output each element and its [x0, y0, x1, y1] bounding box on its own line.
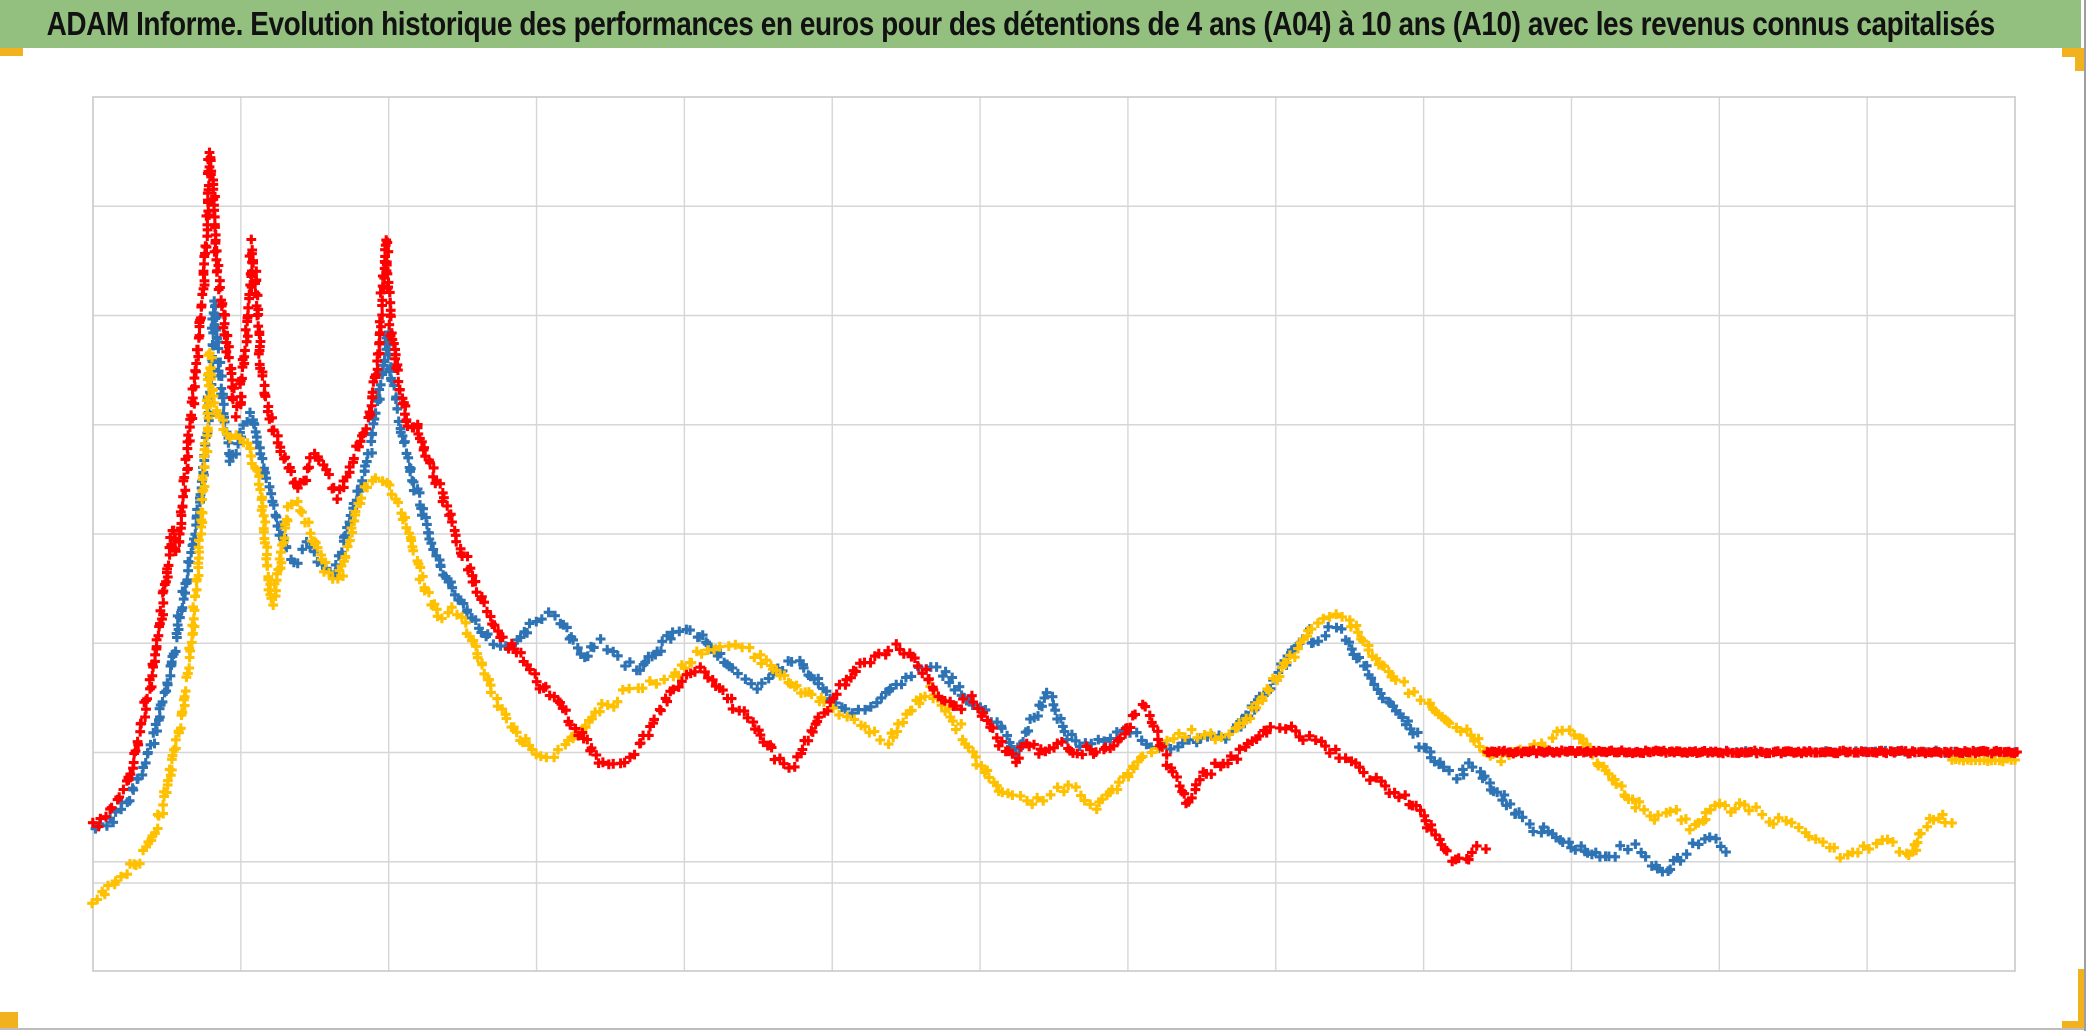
frame-accent-bottom-right [2062, 1021, 2085, 1029]
series-yellow-flat-markers [1947, 753, 2020, 767]
frame-accent-top-left [0, 48, 23, 56]
frame-accent-top-right-vertical [2075, 48, 2084, 71]
frame-accent-bottom-left [0, 1012, 18, 1028]
series-yellow-markers [87, 348, 1957, 909]
window-bottom-edge [0, 1028, 2086, 1030]
chart-title-bar: ADAM Informe. Evolution historique des p… [0, 0, 2081, 48]
series-red-markers [87, 147, 1491, 867]
chart-title: ADAM Informe. Evolution historique des p… [46, 5, 1996, 42]
plot-border [92, 96, 2016, 972]
series-blue-markers [90, 296, 1731, 877]
window-right-edge [2084, 0, 2086, 1031]
frame-accent-top-right [2062, 48, 2084, 57]
frame-accent-bottom-right-vertical [2078, 969, 2085, 1029]
series-red-flat-markers [1482, 745, 2022, 759]
